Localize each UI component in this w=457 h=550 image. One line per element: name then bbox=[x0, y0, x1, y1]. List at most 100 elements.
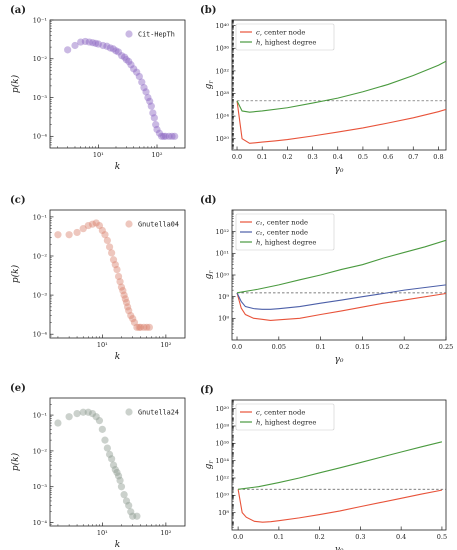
data-point bbox=[54, 419, 62, 427]
data-point bbox=[130, 318, 139, 327]
y-tick-label: 10⁻⁴ bbox=[33, 331, 48, 339]
plot-frame bbox=[49, 19, 186, 149]
legend-label: c₂, center node bbox=[256, 228, 308, 236]
data-point bbox=[103, 236, 111, 245]
y-tick-label: 10⁹ bbox=[218, 293, 229, 301]
panel-d: (d) 10⁸ 10⁹ 10¹⁰ 10¹¹ 10¹² 0.0 0.05 0.1 0.15 0.2 0.… bbox=[200, 195, 453, 365]
x-axis-label: k bbox=[115, 352, 120, 362]
panel-c: (c) 10⁻¹ 10⁻² 10⁻³ 10⁻⁴ 10¹ 10² k p(k) Gnutella04 bbox=[10, 195, 186, 362]
legend-label: Cit-HepTh bbox=[138, 30, 175, 38]
data-point bbox=[130, 65, 138, 73]
data-point bbox=[135, 72, 143, 81]
x-tick-label: 0.1 bbox=[315, 343, 325, 351]
x-tick-label: 10² bbox=[160, 341, 171, 349]
data-point bbox=[122, 497, 131, 505]
plot-area bbox=[54, 408, 141, 520]
data-point bbox=[119, 287, 127, 295]
legend-marker bbox=[125, 220, 133, 228]
data-point bbox=[95, 221, 104, 230]
legend-label: c, center node bbox=[256, 28, 305, 36]
x-tick-label: 0.0 bbox=[232, 343, 242, 351]
data-point bbox=[113, 265, 121, 274]
y-tick-label: 10¹¹ bbox=[216, 250, 230, 258]
data-point bbox=[109, 45, 117, 53]
data-point bbox=[92, 39, 100, 47]
y-tick-label: 10⁻² bbox=[33, 252, 48, 260]
panel-a: (a) 10⁻¹ 10⁻² 10⁻³ 10⁻⁴ 10¹ 10² k p(k) Cit-HepTh bbox=[10, 5, 186, 172]
data-point bbox=[127, 508, 135, 516]
data-point bbox=[133, 68, 141, 76]
data-point bbox=[111, 261, 119, 269]
data-point bbox=[106, 44, 114, 52]
y-axis-label: gr bbox=[204, 270, 215, 280]
x-tick-label: 0.1 bbox=[257, 153, 267, 161]
x-tick-label: 10² bbox=[152, 151, 163, 159]
data-point bbox=[73, 228, 81, 237]
data-point bbox=[116, 278, 124, 286]
y-tick-label: 10¹⁰ bbox=[216, 271, 230, 279]
data-point bbox=[54, 231, 62, 239]
data-point bbox=[108, 455, 116, 463]
data-point bbox=[105, 450, 114, 458]
data-point bbox=[129, 315, 137, 323]
y-tick-label: 10⁸ bbox=[218, 315, 229, 323]
data-point bbox=[114, 272, 123, 281]
y-tick-label: 10²⁸ bbox=[216, 90, 230, 98]
series-line bbox=[236, 60, 446, 113]
data-point bbox=[109, 256, 118, 264]
data-point bbox=[117, 483, 126, 491]
data-point bbox=[155, 129, 164, 137]
plot-area bbox=[236, 60, 446, 144]
data-point bbox=[125, 501, 133, 510]
series-line bbox=[236, 239, 446, 294]
y-tick-label: 10²⁴ bbox=[216, 112, 230, 120]
data-point bbox=[65, 413, 73, 421]
legend-label: h, highest degree bbox=[256, 38, 316, 46]
y-axis-label: gr bbox=[204, 80, 215, 90]
data-point bbox=[88, 410, 97, 418]
data-point bbox=[98, 425, 106, 433]
x-tick-label: 10¹ bbox=[93, 151, 104, 159]
data-point bbox=[127, 311, 135, 320]
panel-label: (a) bbox=[10, 5, 26, 16]
legend-label: Gnutella24 bbox=[138, 408, 179, 416]
x-tick-label: 0.4 bbox=[333, 153, 343, 161]
x-axis-label: k bbox=[115, 162, 120, 172]
data-point bbox=[84, 221, 92, 230]
x-tick-label: 0.5 bbox=[437, 533, 447, 541]
data-point bbox=[103, 444, 111, 452]
data-point bbox=[153, 125, 161, 134]
panel-label: (f) bbox=[200, 385, 214, 396]
data-point bbox=[147, 102, 155, 110]
y-tick-label: 10⁻⁴ bbox=[33, 519, 48, 527]
data-point bbox=[171, 132, 179, 140]
data-point bbox=[145, 323, 153, 331]
y-tick-label: 10⁻⁴ bbox=[33, 133, 48, 141]
legend-label: c, center node bbox=[256, 408, 305, 416]
data-point bbox=[81, 37, 89, 46]
plot-area bbox=[237, 441, 446, 523]
data-point bbox=[168, 132, 176, 140]
legend-label: h, highest degree bbox=[256, 238, 316, 246]
x-tick-label: 0.7 bbox=[408, 153, 418, 161]
data-point bbox=[113, 468, 121, 477]
y-tick-label: 10²⁰ bbox=[216, 135, 230, 143]
data-point bbox=[143, 323, 151, 331]
legend-box bbox=[235, 213, 335, 251]
x-tick-label: 0.8 bbox=[433, 153, 443, 161]
data-point bbox=[122, 298, 131, 307]
plot-frame bbox=[49, 209, 186, 339]
data-point bbox=[120, 291, 128, 299]
data-point bbox=[109, 461, 118, 469]
data-point bbox=[101, 231, 109, 239]
x-tick-label: 0.25 bbox=[439, 343, 453, 351]
data-point bbox=[92, 413, 100, 421]
y-tick-label: 10⁻² bbox=[33, 55, 48, 63]
data-point bbox=[133, 512, 141, 520]
data-point bbox=[112, 47, 120, 55]
y-tick-label: 10¹⁶ bbox=[216, 440, 230, 448]
data-point bbox=[108, 249, 116, 257]
panel-label: (b) bbox=[200, 5, 216, 16]
x-tick-label: 0.2 bbox=[282, 153, 292, 161]
data-point bbox=[94, 40, 102, 48]
